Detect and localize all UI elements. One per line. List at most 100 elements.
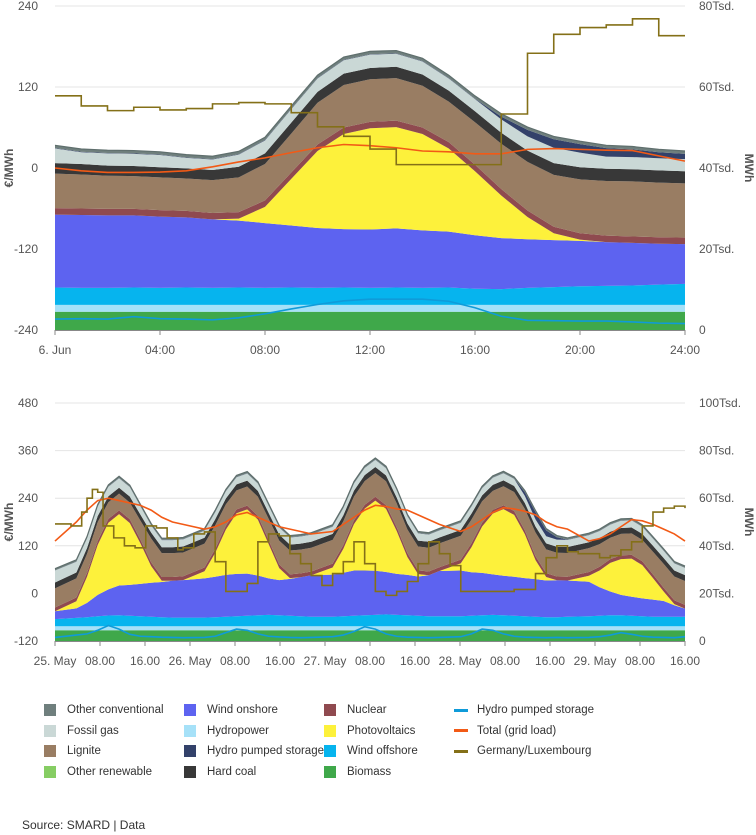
legend-item-price-de-lu[interactable]: Germany/Luxembourg [454,741,614,762]
bottom-area-wind-offshore [55,614,685,627]
top-x-tick-label: 16:00 [460,343,490,357]
legend-swatch [454,708,468,712]
bottom-x-tick-label: 25. May [34,654,77,668]
legend-item-other-renewable[interactable]: Other renewable [44,762,204,783]
legend-label: Other renewable [67,765,153,778]
legend-item-hydropower[interactable]: Hydropower [184,721,344,742]
top-area-fossil-gas [55,53,685,172]
bottom-area-lignite [55,472,685,608]
source-credit: Source: SMARD | Data [22,818,146,832]
bottom-right-tick-label: 80Tsd. [699,444,734,458]
top-lines [54,18,686,325]
top-left-tick-label: 240 [18,0,38,13]
bottom-right-tick-label: 0 [699,634,706,648]
legend-item-wind-onshore[interactable]: Wind onshore [184,700,344,721]
bottom-x-tick-label: 08.00 [220,654,250,668]
legend-item-other-conventional[interactable]: Other conventional [44,700,204,721]
bottom-stacked-areas [54,457,686,641]
top-area-hard-coal [55,66,685,184]
legend-item-total-grid-load[interactable]: Total (grid load) [454,721,614,742]
bottom-x-tick-label: 27. May [304,654,347,668]
legend-item-lignite[interactable]: Lignite [44,741,204,762]
legend-column: Other conventional Fossil gas Lignite Other… [44,700,204,782]
bottom-area-biomass [55,630,685,641]
top-area-hydropower [55,304,685,312]
legend-label: Hard coal [207,765,257,778]
legend-label: Hydro pumped storage [477,704,594,717]
top-x-tick-label: 6. Jun [39,343,72,357]
chart-bottom: 480 360 240 120 0 -120 100Tsd. 80Tsd. 60Tsd. 40Ts… [2,396,756,668]
bottom-area-photovoltaics [55,500,685,612]
legend-swatch [454,729,468,733]
legend-swatch [44,724,56,737]
legend-column: Nuclear Photovoltaics Wind offshore Biomass [324,700,484,782]
bottom-area-wind-onshore [55,570,685,620]
bottom-x-tick-label: 08.00 [355,654,385,668]
legend-swatch [44,745,56,758]
legend-label: Photovoltaics [347,724,416,737]
bottom-stack-outline [54,457,686,570]
bottom-right-axis-title: MWh [742,508,756,537]
bottom-line-hydro-pumped-storage-line [54,624,686,639]
legend-label: Germany/Luxembourg [477,745,592,758]
legend-item-biomass[interactable]: Biomass [324,762,484,783]
top-x-tick-label: 20:00 [565,343,595,357]
legend-label: Wind onshore [207,704,278,717]
legend-swatch [324,724,336,737]
top-area-nuclear [55,120,685,245]
legend-item-hydro-pumped-storage-line[interactable]: Hydro pumped storage [454,700,614,721]
bottom-x-tick-label: 08.00 [490,654,520,668]
bottom-x-tick-label: 16.00 [400,654,430,668]
bottom-right-tick-label: 100Tsd. [699,396,741,410]
legend-swatch [324,765,336,778]
legend-label: Biomass [347,765,392,778]
top-area-biomass [55,311,685,330]
bottom-right-tick-label: 40Tsd. [699,539,734,553]
bottom-x-tick-label: 16.00 [130,654,160,668]
legend-item-nuclear[interactable]: Nuclear [324,700,484,721]
legend-swatch [44,704,56,717]
top-area-photovoltaics [55,127,685,245]
bottom-left-tick-label: 360 [18,444,38,458]
chart-top: 240 120 0 -120 -240 80Tsd. 60Tsd. 40Tsd. 20Tsd. 0… [2,0,756,357]
top-line-price-germany-luxembourg [55,18,685,166]
legend-swatch [324,704,336,717]
legend-label: Lignite [67,745,101,758]
top-line-hydro-pumped-storage-line [54,298,686,325]
legend-item-hard-coal[interactable]: Hard coal [184,762,344,783]
top-stacked-areas [54,49,686,330]
bottom-right-tick-label: 20Tsd. [699,586,734,600]
legend-swatch [184,724,196,737]
legend-swatch [44,765,56,778]
bottom-line-total-grid-load [54,497,686,542]
bottom-lines [54,488,686,639]
legend-label: Wind offshore [347,745,418,758]
legend-label: Hydropower [207,724,269,737]
legend-item-fossil-gas[interactable]: Fossil gas [44,721,204,742]
top-right-tick-label: 40Tsd. [699,161,734,175]
legend-swatch [324,745,336,758]
bottom-left-tick-label: -120 [14,634,38,648]
legend-column: Wind onshore Hydropower Hydro pumped stora… [184,700,344,782]
bottom-left-tick-label: 480 [18,396,38,410]
legend-item-photovoltaics[interactable]: Photovoltaics [324,721,484,742]
bottom-x-tick-label: 16.00 [265,654,295,668]
top-right-tick-label: 20Tsd. [699,242,734,256]
top-axes: 240 120 0 -120 -240 80Tsd. 60Tsd. 40Tsd. 20Tsd. 0… [2,0,756,357]
top-stack-outline [54,49,686,157]
bottom-left-tick-label: 240 [18,491,38,505]
legend-label: Hydro pumped storage [207,745,324,758]
top-left-axis-title: €/MWh [2,149,16,188]
bottom-x-tick-label: 08.00 [625,654,655,668]
top-area-wind-onshore [55,214,685,290]
legend-label: Nuclear [347,704,387,717]
charts-canvas: 240 120 0 -120 -240 80Tsd. 60Tsd. 40Tsd. 20Tsd. 0… [2,0,756,668]
top-right-tick-label: 0 [699,323,706,337]
legend-swatch [184,765,196,778]
bottom-x-tick-label: 08.00 [85,654,115,668]
legend-item-wind-offshore[interactable]: Wind offshore [324,741,484,762]
bottom-right-tick-label: 60Tsd. [699,491,734,505]
legend-label: Total (grid load) [477,724,557,737]
legend-item-hydro-pumped-storage[interactable]: Hydro pumped storage [184,741,344,762]
top-left-tick-label: 120 [18,80,38,94]
